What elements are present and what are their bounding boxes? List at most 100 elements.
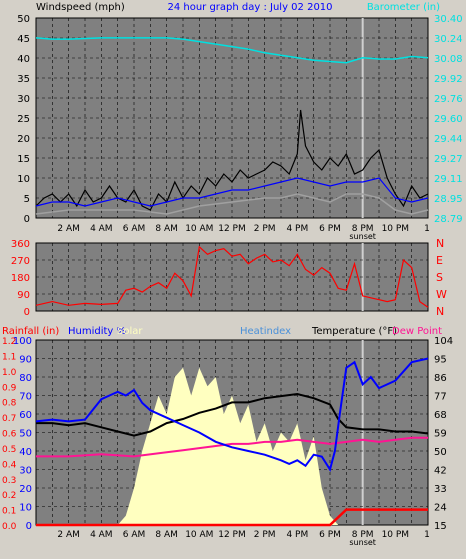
humidity-tick-label: 30	[19, 466, 32, 477]
wind-direction-line	[35, 245, 429, 308]
humidity-tick-label: 80	[19, 373, 32, 384]
rain-tick-label: 0.8	[2, 399, 17, 409]
rain-tick-label: 0.7	[2, 414, 16, 424]
rain-tick-label: 0.4	[2, 460, 17, 470]
humidity-tick-label: 60	[19, 410, 32, 421]
x-tick-label: 8 AM	[155, 224, 178, 234]
x-tick-label: 6 PM	[319, 224, 341, 234]
humidity-tick-label: 70	[19, 392, 32, 403]
heatindex-legend: Heatindex	[240, 326, 291, 337]
wind-tick-label: 50	[17, 14, 30, 25]
wind-average-line	[35, 177, 429, 207]
sunset-label: sunset	[349, 538, 376, 547]
temperature-legend: Temperature (°F)	[311, 326, 397, 337]
barometer-tick-label: 29.76	[434, 94, 463, 105]
barometer-tick-label: 28.95	[434, 194, 463, 205]
humidity-tick-label: 20	[19, 484, 32, 495]
x-tick-label: 10 PM	[382, 530, 410, 540]
temperature-tick-label: 68	[434, 410, 447, 421]
rainfall-line	[36, 508, 428, 527]
gust-shadow-line	[35, 193, 429, 215]
x-tick-label: 8 PM	[352, 530, 374, 540]
sunset-label: sunset	[349, 232, 376, 241]
barometer-tick-label: 29.27	[434, 154, 463, 165]
direction-tick-label: 270	[11, 256, 30, 267]
wind-tick-label: 10	[17, 174, 30, 185]
wind-tick-label: 15	[17, 154, 30, 165]
barometer-line	[35, 37, 429, 64]
x-tick-label: 10 AM	[185, 530, 213, 540]
wind-tick-label: 20	[17, 134, 30, 145]
rain-tick-label: 0.5	[2, 445, 16, 455]
wind-tick-label: 35	[17, 74, 30, 85]
temperature-tick-label: 15	[434, 521, 447, 532]
x-tick-label: 4 AM	[90, 224, 113, 234]
wind-tick-label: 25	[17, 114, 30, 125]
wind-tick-label: 30	[17, 94, 30, 105]
x-tick-label: 2 PM	[254, 224, 276, 234]
x-tick-label: 1	[424, 530, 430, 540]
compass-label: S	[436, 271, 443, 284]
rain-tick-label: 0.6	[2, 430, 17, 440]
barometer-tick-label: 30.08	[434, 54, 463, 65]
x-tick-label: 12 PM	[218, 224, 246, 234]
temperature-tick-label: 95	[434, 355, 447, 366]
humidity-tick-label: 0	[26, 521, 32, 532]
temperature-tick-label: 33	[434, 484, 447, 495]
x-tick-label: 10 PM	[382, 224, 410, 234]
barometer-axis-title: Barometer (in)	[367, 2, 440, 13]
temperature-line	[36, 392, 429, 437]
x-tick-label: 2 AM	[57, 224, 80, 234]
barometer-tick-label: 29.44	[434, 134, 463, 145]
direction-panel	[35, 242, 429, 312]
rain-tick-label: 0.1	[2, 507, 16, 517]
rain-tick-label: 0.2	[2, 491, 16, 501]
x-tick-label: 12 PM	[218, 530, 246, 540]
chart-title: 24 hour graph day : July 02 2010	[167, 2, 332, 13]
solar-legend: Solar	[117, 326, 143, 337]
humidity-tick-label: 10	[19, 503, 32, 514]
rain-tick-label: 1.0	[2, 368, 17, 378]
x-tick-label: 6 AM	[123, 224, 146, 234]
humidity-tick-label: 50	[19, 429, 32, 440]
x-tick-label: 10 AM	[185, 224, 213, 234]
rain-tick-label: 1.2	[2, 337, 16, 347]
compass-label: E	[436, 254, 443, 267]
compass-label: N	[436, 237, 444, 250]
temperature-tick-label: 104	[434, 336, 453, 347]
humidity-tick-label: 40	[19, 447, 32, 458]
rain-tick-label: 1.1	[2, 352, 16, 362]
humidity-line	[35, 357, 429, 472]
x-tick-label: 2 AM	[57, 530, 80, 540]
barometer-tick-label: 29.60	[434, 114, 463, 125]
rain-tick-label: 0.9	[2, 383, 17, 393]
wind-tick-label: 45	[17, 34, 30, 45]
compass-label: N	[436, 305, 444, 318]
temperature-tick-label: 77	[434, 392, 447, 403]
dewpoint-line	[36, 436, 428, 458]
humidity-tick-label: 90	[19, 355, 32, 366]
x-tick-label: 1	[424, 224, 430, 234]
direction-tick-label: 90	[17, 290, 30, 301]
temperature-tick-label: 86	[434, 373, 447, 384]
barometer-tick-label: 29.11	[434, 174, 463, 185]
temperature-tick-label: 50	[434, 447, 447, 458]
temperature-tick-label: 24	[434, 503, 447, 514]
dewpoint-legend: Dew Point	[392, 326, 442, 337]
humidity-legend: Humidity %	[68, 326, 126, 337]
x-tick-label: 2 PM	[254, 530, 276, 540]
barometer-tick-label: 29.92	[434, 74, 463, 85]
wind-tick-label: 0	[24, 214, 30, 225]
humidity-tick-label: 100	[13, 336, 32, 347]
rain-tick-label: 0.3	[2, 476, 16, 486]
wind-tick-label: 40	[17, 54, 30, 65]
direction-tick-label: 0	[24, 307, 30, 318]
barometer-tick-label: 30.24	[434, 34, 463, 45]
direction-tick-label: 180	[11, 273, 30, 284]
direction-tick-label: 360	[11, 239, 30, 250]
x-tick-label: 8 AM	[155, 530, 178, 540]
x-tick-label: 4 PM	[286, 224, 308, 234]
x-tick-label: 8 PM	[352, 224, 374, 234]
